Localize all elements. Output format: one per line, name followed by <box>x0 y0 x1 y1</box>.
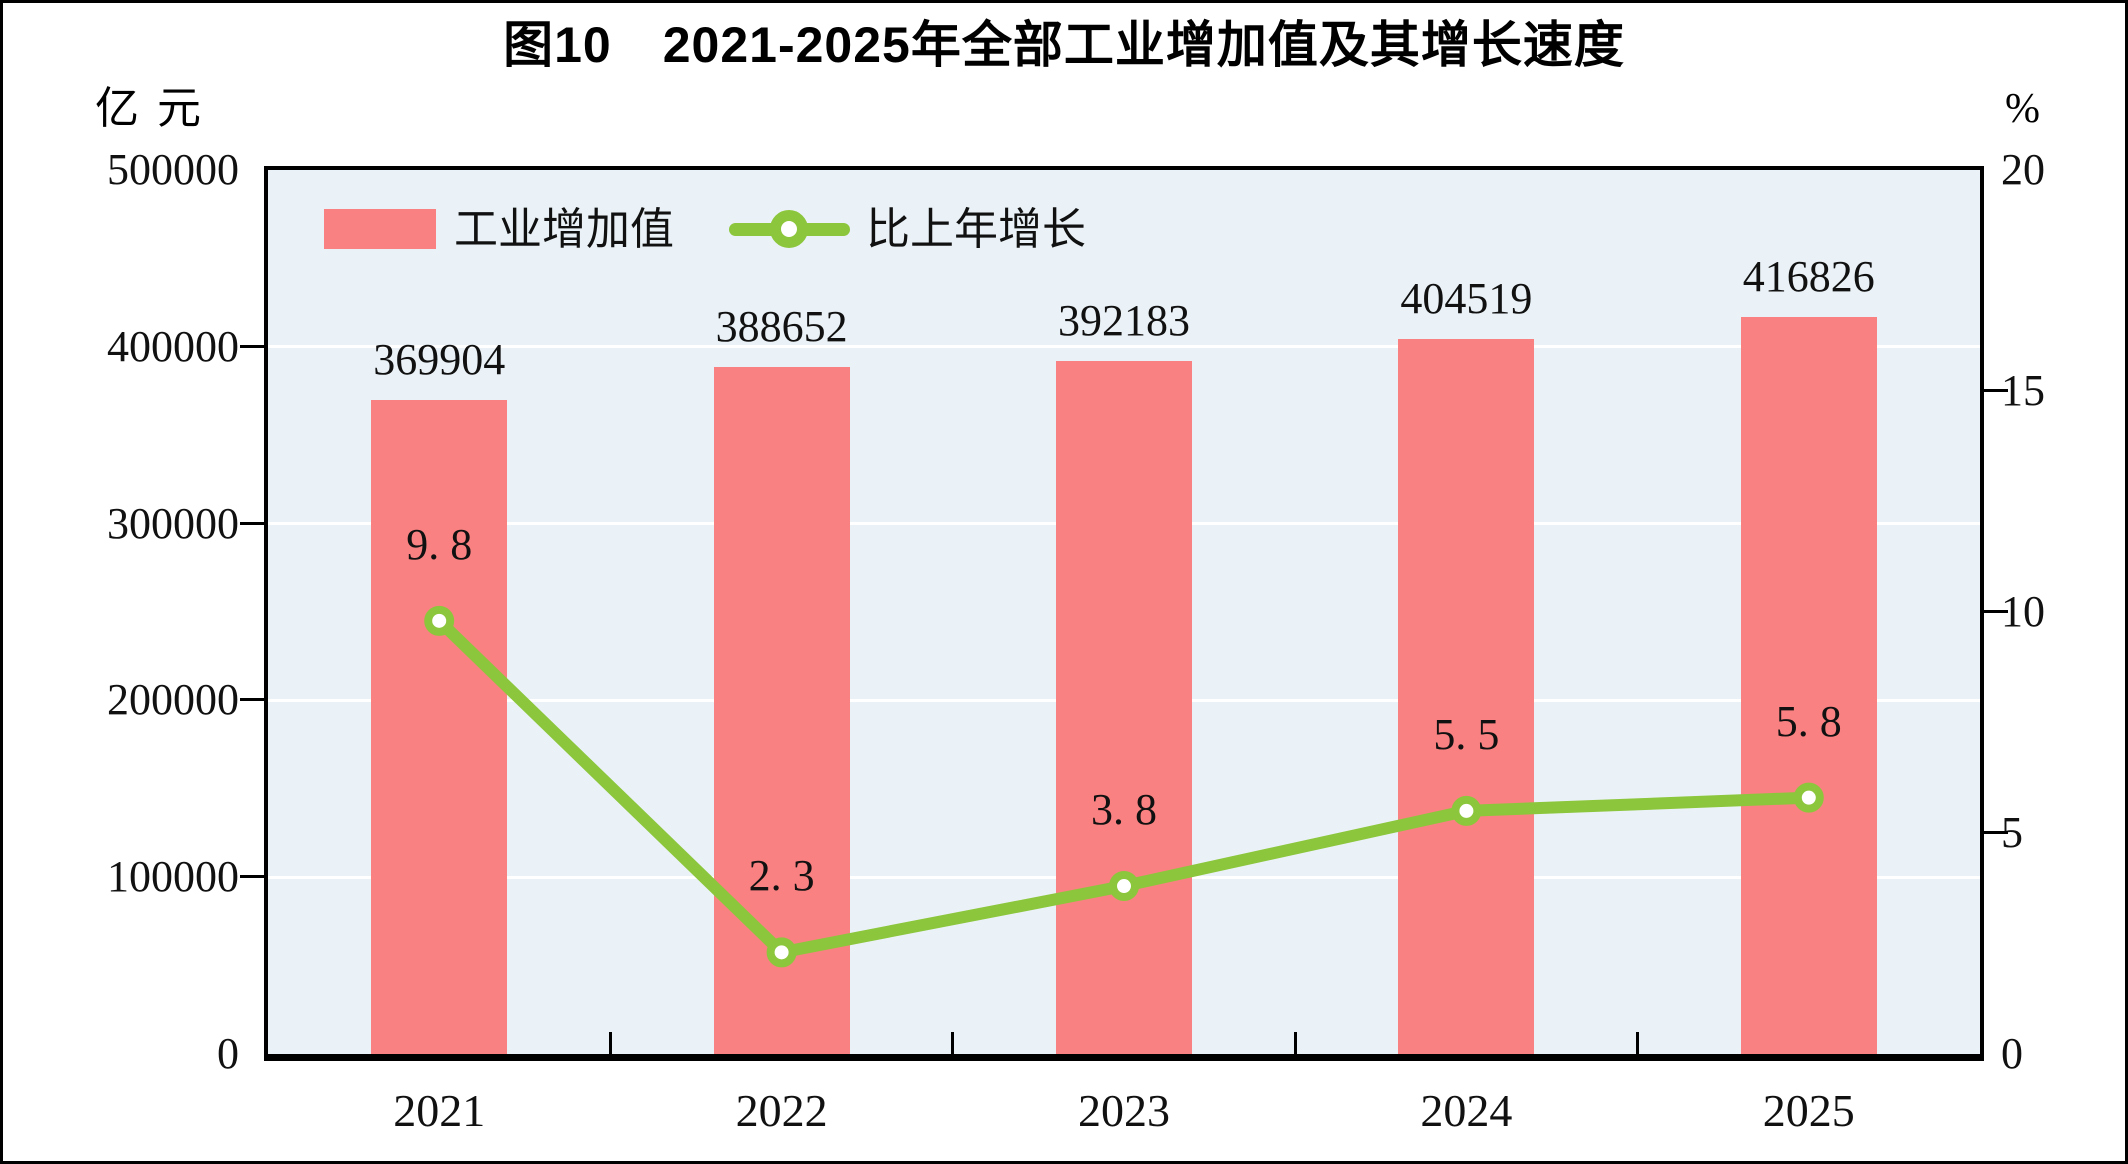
legend-line-label: 比上年增长 <box>866 205 1086 254</box>
right-axis-tick <box>1984 610 2008 613</box>
x-axis-tick <box>951 1032 955 1054</box>
x-axis-label-2023: 2023 <box>1078 1085 1170 1136</box>
x-axis-tick <box>608 1032 612 1054</box>
bar-value-label-2024: 404519 <box>1400 273 1533 323</box>
left-axis-tick <box>240 521 264 525</box>
growth-value-label-2025: 5. 8 <box>1775 696 1842 746</box>
bar-2022 <box>713 366 850 1054</box>
bar-value-label-2021: 369904 <box>373 335 506 384</box>
bar-value-label-2022: 388652 <box>715 301 848 351</box>
bar-value-label-2025: 416826 <box>1742 252 1875 302</box>
legend-bar-label: 工业增加值 <box>454 205 674 254</box>
right-axis-tick-label: 10 <box>2001 587 2045 636</box>
bar-value-label-2023: 392183 <box>1058 295 1190 345</box>
bar-2024 <box>1398 338 1535 1054</box>
growth-value-label-2024: 5. 5 <box>1433 709 1500 759</box>
left-axis-tick-label: 400000 <box>107 321 239 371</box>
legend-bar-swatch-icon <box>324 209 436 249</box>
bar-2023 <box>1056 360 1192 1054</box>
right-axis-tick <box>1984 831 2008 834</box>
right-axis-unit: % <box>2005 86 2040 132</box>
bar-2025 <box>1740 317 1877 1054</box>
left-axis-tick <box>240 344 264 348</box>
growth-value-label-2023: 3. 8 <box>1091 785 1157 835</box>
growth-value-label-2021: 9. 8 <box>406 519 473 569</box>
x-axis-label-2025: 2025 <box>1762 1085 1855 1136</box>
gridline <box>268 345 1980 349</box>
x-axis-label-2024: 2024 <box>1420 1085 1513 1136</box>
right-axis-tick <box>1984 389 2008 392</box>
x-axis-label-2022: 2022 <box>735 1085 828 1136</box>
left-axis-tick-label: 100000 <box>107 852 239 902</box>
legend: 工业增加值 比上年增长 <box>268 170 1980 290</box>
right-axis-tick-label: 15 <box>2001 366 2045 415</box>
left-axis-tick-label: 500000 <box>107 145 239 194</box>
x-axis-tick <box>1293 1032 1297 1054</box>
right-axis-tick-label: 5 <box>2001 808 2023 857</box>
bar-2021 <box>371 400 508 1054</box>
x-axis-tick <box>1636 1032 1640 1054</box>
left-axis-tick-label: 200000 <box>107 675 239 725</box>
x-axis-label-2021: 2021 <box>393 1085 486 1136</box>
left-axis-tick <box>240 698 264 702</box>
plot-canvas: 工业增加值 比上年增长 369904 388652 392183 404519 4168… <box>268 170 1980 1054</box>
chart-title: 图10 2021-2025年全部工业增加值及其增长速度 <box>503 17 1625 73</box>
left-axis-unit: 亿元 <box>95 84 219 133</box>
right-axis-tick-label: 20 <box>2001 145 2045 194</box>
legend-line-marker-icon <box>770 210 808 248</box>
left-axis-tick <box>240 875 264 879</box>
left-axis-tick-label: 0 <box>217 1029 239 1078</box>
plot-area: 工业增加值 比上年增长 369904 388652 392183 404519 4168… <box>264 166 1984 1061</box>
growth-value-label-2022: 2. 3 <box>748 851 815 901</box>
right-axis-tick-label: 0 <box>2001 1029 2023 1078</box>
left-axis-tick-label: 300000 <box>107 498 239 548</box>
